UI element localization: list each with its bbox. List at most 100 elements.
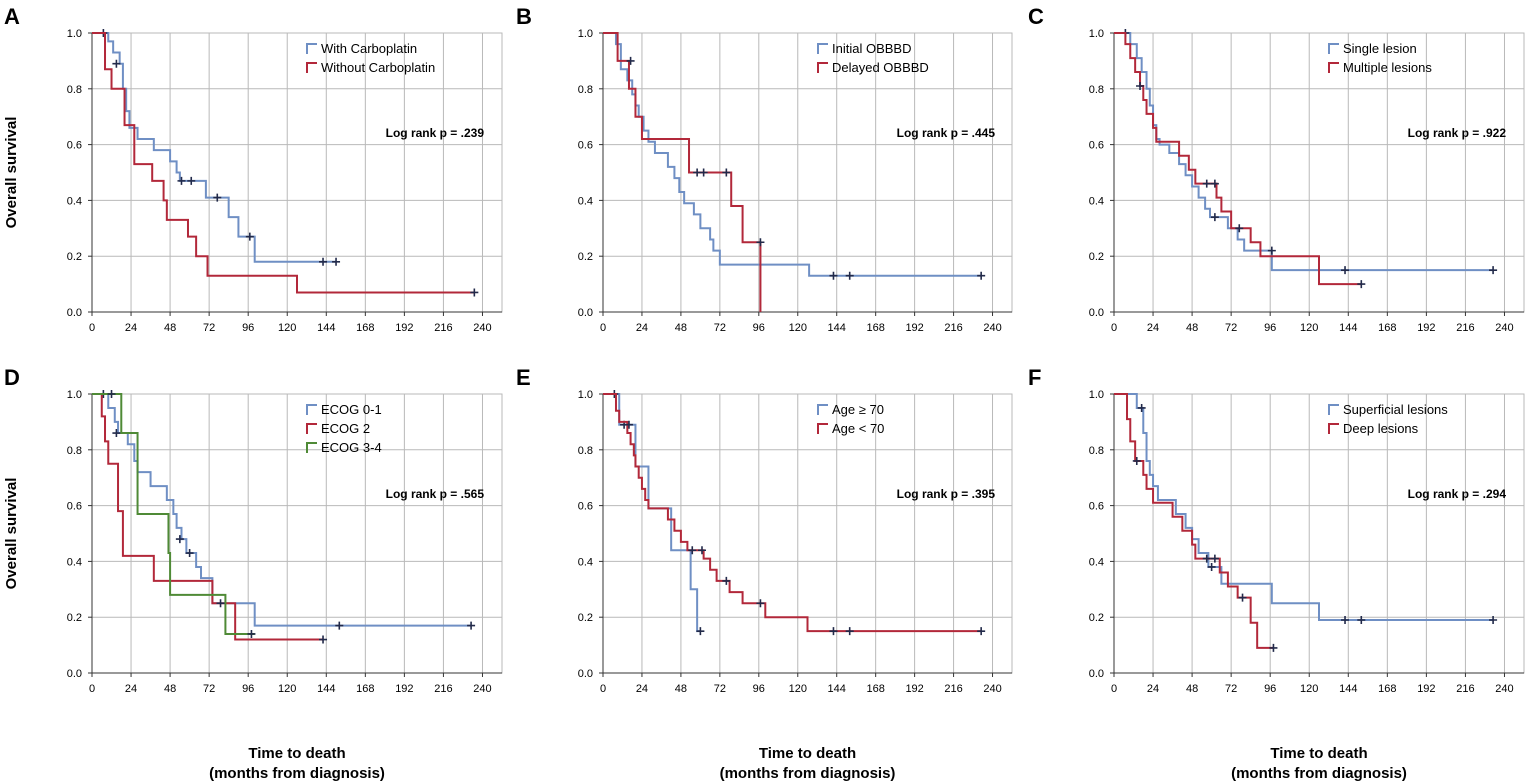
- x-tick-label: 72: [714, 322, 726, 334]
- censor-mark: [1202, 179, 1211, 188]
- censor-mark: [1202, 554, 1211, 563]
- x-axis-label-line2: (months from diagnosis): [720, 765, 896, 782]
- x-tick-label: 240: [473, 683, 491, 695]
- x-tick-label: 72: [1225, 322, 1237, 334]
- censor-mark: [626, 56, 635, 65]
- x-tick-label: 168: [356, 322, 374, 334]
- series-line-blue: [603, 393, 701, 633]
- y-tick-label: 1.0: [1089, 28, 1104, 40]
- x-tick-label: 48: [164, 322, 176, 334]
- x-tick-label: 168: [866, 322, 884, 334]
- x-tick-label: 96: [753, 683, 765, 695]
- x-tick-label: 144: [317, 322, 335, 334]
- legend-label: Delayed OBBBD: [832, 60, 929, 75]
- censor-mark: [177, 176, 186, 185]
- x-axis-label-line1: Time to death: [1270, 745, 1367, 762]
- y-tick-label: 0.8: [578, 445, 593, 457]
- legend-swatch: [306, 442, 317, 453]
- censor-mark: [722, 576, 731, 585]
- legend-label: ECOG 0-1: [321, 402, 382, 417]
- x-tick-label: 72: [714, 683, 726, 695]
- legend-label: Deep lesions: [1343, 421, 1419, 436]
- legend-swatch: [1328, 423, 1339, 434]
- x-axis-label-line1: Time to death: [248, 745, 345, 762]
- legend-label: Single lesion: [1343, 41, 1417, 56]
- panel-letter: E: [516, 365, 531, 390]
- x-tick-label: 240: [473, 322, 491, 334]
- y-tick-label: 0.6: [1089, 501, 1104, 513]
- series-line-red: [1114, 32, 1362, 286]
- y-tick-label: 0.0: [578, 668, 593, 680]
- log-rank-annotation: Log rank p = .445: [897, 126, 996, 140]
- y-tick-label: 0.0: [1089, 307, 1104, 319]
- panel-B: B 0 24 48 72 96 120 144 168 192 216 240 0.0 0.2 0.4 0.6…: [516, 4, 1013, 334]
- y-tick-label: 1.0: [1089, 389, 1104, 401]
- legend-swatch: [817, 404, 828, 415]
- censor-mark: [756, 238, 765, 247]
- legend-swatch: [1328, 62, 1339, 73]
- x-tick-label: 240: [983, 683, 1001, 695]
- y-tick-label: 0.6: [578, 140, 593, 152]
- panel-F: F 0 24 48 72 96 120 144 168 192 216 240 0.0 0.2 0.4 0.6…: [1028, 365, 1525, 782]
- x-tick-label: 216: [944, 683, 962, 695]
- y-axis-label: Overall survival: [3, 478, 20, 590]
- x-tick-label: 96: [1264, 322, 1276, 334]
- y-tick-label: 1.0: [67, 389, 82, 401]
- legend-swatch: [1328, 43, 1339, 54]
- panel-letter: C: [1028, 4, 1044, 29]
- censor-mark: [185, 549, 194, 558]
- censor-mark: [319, 635, 328, 644]
- panel-letter: D: [4, 365, 20, 390]
- y-tick-label: 0.6: [578, 501, 593, 513]
- censor-mark: [1136, 82, 1145, 91]
- censor-mark: [1238, 593, 1247, 602]
- y-tick-label: 0.2: [1089, 612, 1104, 624]
- x-tick-label: 96: [1264, 683, 1276, 695]
- legend-swatch: [817, 62, 828, 73]
- x-tick-label: 96: [753, 322, 765, 334]
- x-tick-label: 120: [789, 683, 807, 695]
- legend-swatch: [306, 404, 317, 415]
- series-line-blue: [1114, 32, 1494, 272]
- censor-mark: [1489, 266, 1498, 275]
- legend-label: Initial OBBBD: [832, 41, 911, 56]
- plot-frame: [91, 32, 503, 313]
- plot-frame: [91, 393, 503, 674]
- x-tick-label: 24: [125, 322, 137, 334]
- x-tick-label: 192: [1417, 683, 1435, 695]
- censor-mark: [335, 621, 344, 630]
- panel-letter: B: [516, 4, 532, 29]
- y-tick-label: 0.4: [67, 556, 82, 568]
- x-tick-label: 120: [278, 683, 296, 695]
- series-line-red: [1114, 393, 1274, 649]
- censor-mark: [845, 627, 854, 636]
- legend-swatch: [817, 43, 828, 54]
- panel-C: C 0 24 48 72 96 120 144 168 192 216 240 0.0 0.2 0.4 0.6…: [1028, 4, 1525, 334]
- plot-frame: [602, 32, 1013, 313]
- x-tick-label: 48: [675, 683, 687, 695]
- x-tick-label: 24: [1147, 683, 1159, 695]
- x-tick-label: 120: [789, 322, 807, 334]
- censor-mark: [1210, 554, 1219, 563]
- censor-mark: [722, 168, 731, 177]
- series-line-red: [92, 32, 475, 294]
- x-tick-label: 48: [1186, 683, 1198, 695]
- x-axis-label-line1: Time to death: [759, 745, 856, 762]
- censor-mark: [213, 193, 222, 202]
- censor-mark: [1210, 213, 1219, 222]
- y-tick-label: 1.0: [578, 28, 593, 40]
- log-rank-annotation: Log rank p = .239: [386, 126, 485, 140]
- legend-swatch: [306, 62, 317, 73]
- y-tick-label: 0.2: [578, 251, 593, 263]
- x-tick-label: 168: [356, 683, 374, 695]
- y-tick-label: 0.8: [578, 84, 593, 96]
- y-tick-label: 0.0: [578, 307, 593, 319]
- x-tick-label: 0: [89, 683, 95, 695]
- x-tick-label: 48: [164, 683, 176, 695]
- legend-swatch: [817, 423, 828, 434]
- legend-swatch: [306, 43, 317, 54]
- censor-mark: [332, 257, 341, 266]
- censor-mark: [245, 232, 254, 241]
- x-tick-label: 0: [600, 683, 606, 695]
